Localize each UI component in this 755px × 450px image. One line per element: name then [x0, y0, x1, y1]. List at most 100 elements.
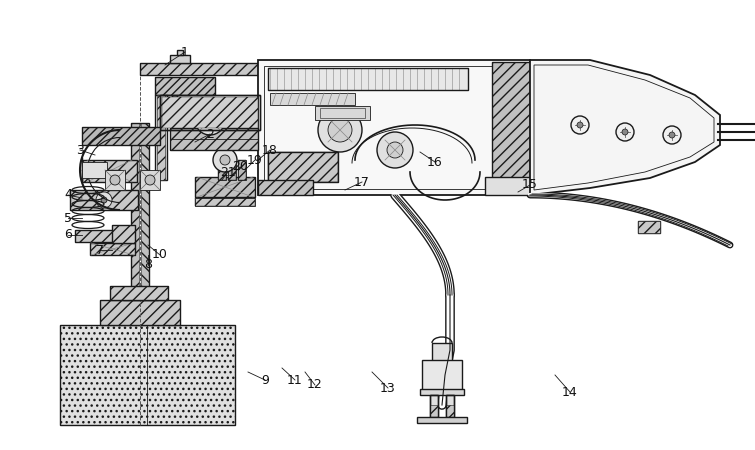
Bar [105, 170, 125, 190]
Bar [170, 55, 190, 63]
Circle shape [220, 155, 230, 165]
Bar [100, 300, 180, 325]
Bar [238, 160, 246, 180]
Circle shape [213, 148, 237, 172]
Bar [485, 177, 540, 195]
Bar [422, 360, 462, 390]
Bar [82, 160, 137, 182]
Bar [155, 77, 215, 95]
Bar [278, 62, 296, 80]
Circle shape [110, 175, 120, 185]
Circle shape [172, 95, 178, 101]
Text: 21: 21 [220, 166, 236, 179]
Bar [112, 225, 135, 243]
Bar [638, 221, 660, 233]
Bar [260, 62, 278, 80]
Bar [157, 95, 165, 180]
Circle shape [96, 192, 112, 208]
Bar [131, 123, 139, 288]
Bar [90, 243, 135, 255]
Bar [278, 62, 296, 80]
Text: 20: 20 [232, 161, 248, 174]
Bar [228, 160, 236, 180]
Text: 19: 19 [247, 153, 263, 166]
Circle shape [328, 118, 352, 142]
Bar [420, 389, 464, 395]
Bar [268, 152, 338, 182]
Text: 6: 6 [64, 229, 72, 242]
Bar [141, 123, 149, 288]
Bar [258, 180, 313, 195]
Bar [270, 93, 355, 105]
Bar [446, 405, 454, 417]
Bar [268, 152, 338, 182]
Bar [112, 225, 135, 243]
Bar [260, 62, 278, 80]
Bar [218, 160, 226, 180]
Bar [82, 162, 107, 178]
Bar [110, 286, 168, 300]
Circle shape [622, 129, 628, 135]
Text: 12: 12 [307, 378, 323, 392]
Text: 5: 5 [64, 212, 72, 225]
Bar [82, 160, 137, 182]
Text: 11: 11 [287, 374, 303, 387]
Bar [162, 97, 258, 128]
Bar [258, 60, 530, 195]
Text: 1: 1 [181, 45, 189, 58]
Text: 10: 10 [152, 248, 168, 261]
Bar [446, 395, 454, 417]
Circle shape [616, 123, 634, 141]
Bar [110, 286, 168, 300]
Bar [70, 190, 138, 210]
Bar [320, 108, 365, 118]
Text: 15: 15 [522, 179, 538, 192]
Bar [140, 63, 260, 75]
Bar [228, 160, 236, 180]
Circle shape [571, 116, 589, 134]
Bar [90, 243, 135, 255]
Circle shape [387, 142, 403, 158]
Bar [155, 77, 215, 95]
Bar [195, 177, 255, 197]
Text: 14: 14 [562, 386, 578, 399]
Bar [268, 152, 338, 182]
Bar [177, 50, 183, 55]
Text: 4: 4 [64, 189, 72, 202]
Circle shape [669, 132, 675, 138]
Bar [82, 127, 160, 145]
Text: 13: 13 [380, 382, 396, 395]
Text: 8: 8 [144, 258, 152, 271]
Bar [430, 395, 438, 417]
Polygon shape [530, 60, 720, 195]
Bar [218, 160, 226, 180]
Bar [123, 288, 158, 300]
Bar [315, 106, 370, 120]
Bar [155, 95, 167, 180]
Bar [417, 417, 467, 423]
Bar [170, 128, 258, 150]
Text: 17: 17 [354, 176, 370, 189]
Bar [638, 221, 660, 233]
Circle shape [377, 132, 413, 168]
Circle shape [145, 175, 155, 185]
Bar [140, 170, 160, 190]
Bar [258, 180, 313, 195]
Text: 7: 7 [96, 243, 104, 256]
Bar [195, 177, 255, 197]
Bar [432, 343, 452, 365]
Bar [238, 160, 246, 180]
Bar [100, 300, 180, 325]
Bar [131, 123, 149, 288]
Bar [264, 66, 524, 189]
Bar [75, 230, 130, 242]
Bar [123, 288, 158, 300]
Text: 16: 16 [427, 156, 443, 168]
Circle shape [204, 114, 216, 126]
Bar [195, 198, 255, 206]
Bar [140, 63, 260, 75]
Circle shape [195, 105, 225, 135]
Bar [70, 190, 138, 210]
Bar [430, 395, 438, 417]
Circle shape [577, 122, 583, 128]
